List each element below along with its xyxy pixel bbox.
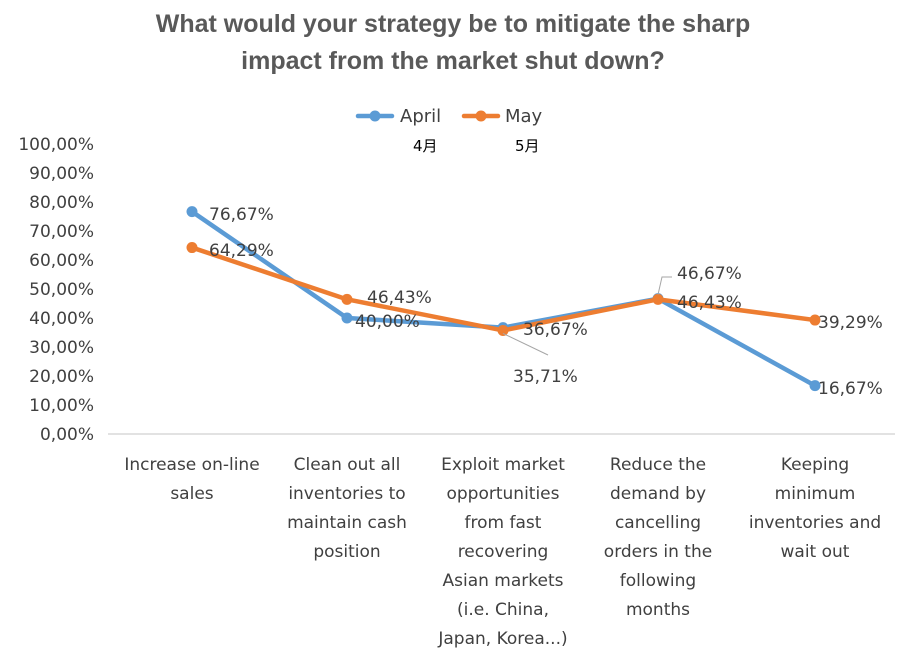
data-label-april: 76,67% bbox=[209, 205, 274, 225]
data-label-april: 40,00% bbox=[355, 312, 420, 332]
data-label-may: 46,43% bbox=[367, 288, 432, 308]
x-tick-label-line: Clean out all bbox=[293, 455, 401, 475]
x-tick-label-line: cancelling bbox=[614, 513, 702, 533]
data-label-may: 46,43% bbox=[677, 293, 742, 313]
legend-marker-april bbox=[369, 110, 381, 122]
data-point-april bbox=[186, 206, 198, 218]
data-point-may bbox=[497, 324, 509, 336]
y-tick-label: 10,00% bbox=[29, 396, 94, 416]
x-tick-label-line: from fast bbox=[464, 513, 542, 533]
data-label-april: 16,67% bbox=[818, 379, 883, 399]
x-tick-label-line: orders in the bbox=[603, 542, 713, 562]
x-tick-label-line: inventories to bbox=[288, 484, 406, 504]
y-tick-label: 0,00% bbox=[40, 425, 94, 445]
x-tick-label-line: opportunities bbox=[446, 484, 560, 504]
data-point-may bbox=[186, 242, 198, 254]
x-tick-label-line: position bbox=[313, 542, 381, 562]
x-tick-label: Exploit market opportunities from fast reco… bbox=[425, 451, 581, 654]
x-tick-label-line: demand by bbox=[609, 484, 707, 504]
y-tick-label: 100,00% bbox=[18, 135, 94, 155]
x-tick-label: Keeping minimum inventories and wait out bbox=[737, 451, 893, 567]
data-point-april bbox=[341, 312, 353, 324]
y-tick-label: 70,00% bbox=[29, 222, 94, 242]
x-tick-label-line: following bbox=[619, 571, 697, 591]
data-point-may bbox=[809, 314, 821, 326]
chart-title: What would your strategy be to mitigate … bbox=[0, 6, 906, 80]
chart-title-line-1: What would your strategy be to mitigate … bbox=[155, 10, 751, 38]
x-tick-label: Increase on-line sales bbox=[114, 451, 270, 509]
series-line-may bbox=[189, 245, 818, 333]
x-tick-label-line: Increase on-line bbox=[124, 455, 260, 475]
data-point-may bbox=[652, 293, 664, 305]
leader-line bbox=[657, 276, 672, 295]
x-tick-label-line: maintain cash bbox=[287, 513, 407, 533]
y-tick-label: 30,00% bbox=[29, 338, 94, 358]
y-tick-label: 50,00% bbox=[29, 280, 94, 300]
x-tick-label-line: Keeping bbox=[780, 455, 850, 475]
data-label-may: 35,71% bbox=[513, 367, 578, 387]
x-tick-label-line: recovering bbox=[457, 542, 549, 562]
x-tick-label-line: Exploit market bbox=[441, 455, 565, 475]
chart-title-line-2: impact from the market shut down? bbox=[241, 47, 665, 75]
x-tick-label-line: months bbox=[625, 600, 691, 620]
x-tick-label: Reduce the demand by cancelling orders in t… bbox=[580, 451, 736, 625]
x-tick-label-line: (i.e. China, bbox=[457, 600, 549, 620]
y-tick-label: 80,00% bbox=[29, 193, 94, 213]
x-tick-label-line: Reduce the bbox=[609, 455, 707, 475]
y-tick-label: 40,00% bbox=[29, 309, 94, 329]
y-tick-label: 90,00% bbox=[29, 164, 94, 184]
x-tick-label: Clean out all inventories to maintain cash… bbox=[269, 451, 425, 567]
legend-sublabel-may: 5月 bbox=[515, 137, 540, 155]
x-tick-label-line: Asian markets bbox=[442, 571, 564, 591]
y-tick-label: 60,00% bbox=[29, 251, 94, 271]
data-label-may: 64,29% bbox=[209, 241, 274, 261]
legend-marker-may bbox=[475, 110, 487, 122]
data-label-may: 39,29% bbox=[818, 313, 883, 333]
leader-line bbox=[502, 332, 549, 356]
x-tick-label-line: Japan, Korea...) bbox=[438, 629, 568, 649]
data-label-april: 46,67% bbox=[677, 264, 742, 284]
x-tick-label-line: sales bbox=[170, 484, 214, 504]
data-label-april: 36,67% bbox=[523, 320, 588, 340]
legend-label-april: April bbox=[400, 106, 441, 127]
data-point-may bbox=[341, 293, 353, 305]
x-tick-label-line: wait out bbox=[780, 542, 850, 562]
x-tick-label-line: inventories and bbox=[748, 513, 882, 533]
data-point-april bbox=[809, 380, 821, 392]
x-tick-label-line: minimum bbox=[774, 484, 856, 504]
legend-sublabel-april: 4月 bbox=[413, 137, 438, 155]
legend-label-may: May bbox=[505, 106, 543, 127]
y-tick-label: 20,00% bbox=[29, 367, 94, 387]
